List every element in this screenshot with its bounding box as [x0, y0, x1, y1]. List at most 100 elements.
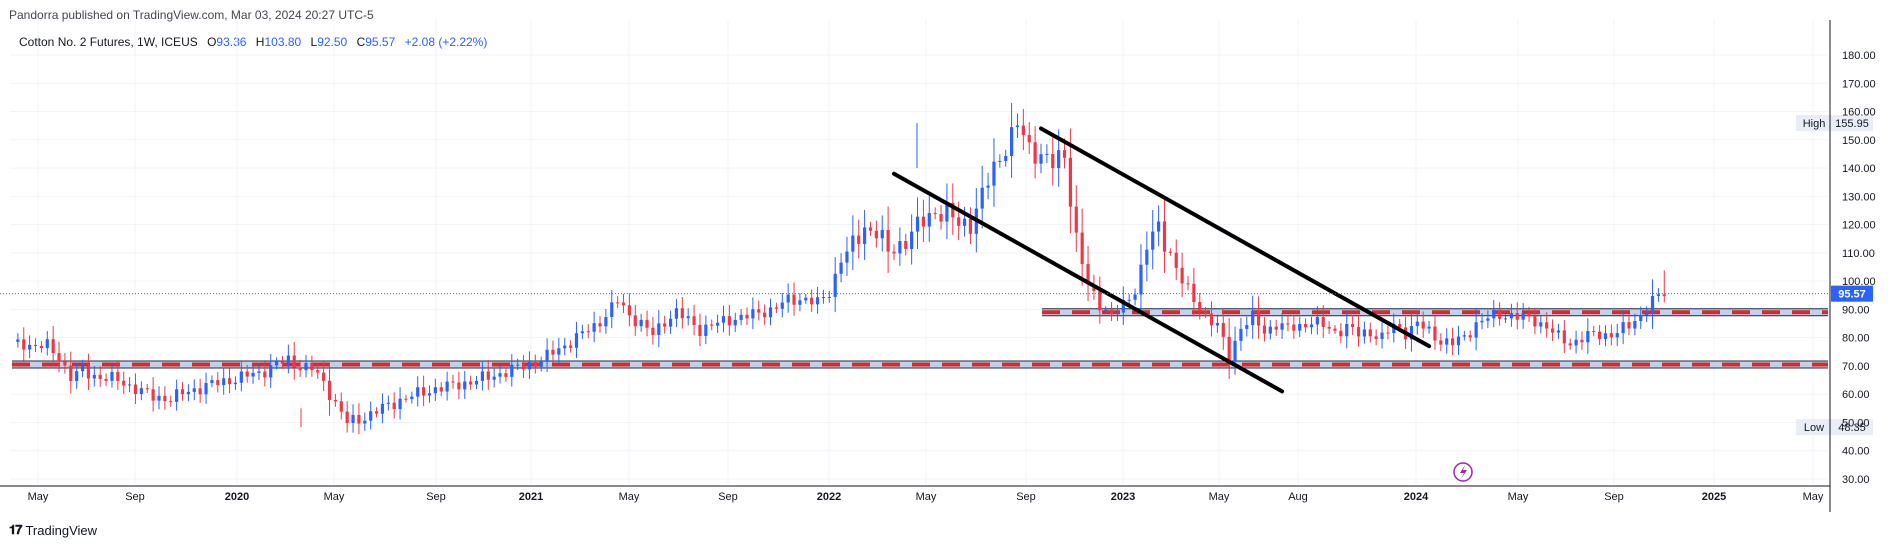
- candle-body: [122, 380, 126, 386]
- open-value: 93.36: [216, 35, 247, 49]
- candle-body: [868, 227, 873, 231]
- brand-name: TradingView: [25, 522, 98, 538]
- trendlines[interactable]: [892, 126, 1432, 394]
- candle-body: [1662, 294, 1666, 297]
- candle-body: [733, 319, 737, 326]
- candle-body: [1539, 322, 1543, 327]
- candle-body: [998, 160, 1002, 162]
- candle-body: [98, 374, 102, 379]
- candle-body: [1562, 330, 1566, 344]
- low-value: 48.35: [1838, 422, 1866, 434]
- x-tick-label: Aug: [1288, 491, 1308, 503]
- candle-body: [1010, 127, 1014, 156]
- candle-body: [798, 300, 802, 305]
- y-tick-label: 30.00: [1842, 474, 1870, 486]
- candle-body: [227, 378, 232, 385]
- candle-body: [1151, 231, 1155, 250]
- candle-body: [1168, 251, 1172, 253]
- x-tick-label: 2022: [817, 491, 841, 503]
- candle-body: [1592, 331, 1596, 333]
- candle-body: [1656, 294, 1660, 297]
- candle-body: [563, 345, 567, 349]
- candle-body: [851, 235, 855, 252]
- candle-body: [927, 213, 931, 227]
- candle-body: [1398, 323, 1402, 328]
- axes: 180.00 170.00 160.00 150.00 140.00 130.00 120.…: [0, 20, 1876, 512]
- candle-body: [569, 345, 573, 348]
- candle-body: [739, 314, 743, 320]
- candle-body: [1568, 343, 1572, 346]
- x-tick-label: May: [324, 491, 345, 503]
- candle-body: [616, 302, 620, 304]
- candle-body: [1221, 323, 1225, 337]
- candle-body: [116, 371, 120, 381]
- candle-body: [1233, 340, 1237, 362]
- high-label-bg: [1796, 114, 1832, 131]
- candle-body: [1586, 331, 1590, 343]
- candle-body: [1045, 153, 1049, 155]
- candle-body: [645, 319, 649, 328]
- y-tick-label: 170.00: [1842, 78, 1876, 90]
- candle-body: [57, 353, 61, 362]
- high-value-bg: [1831, 114, 1873, 131]
- candle-body: [939, 214, 943, 222]
- candle-body: [1256, 310, 1261, 326]
- candle-body: [157, 395, 161, 401]
- candle-body: [857, 235, 861, 244]
- candle-body: [380, 403, 385, 414]
- candle-body: [992, 161, 996, 186]
- tradingview-logo[interactable]: 𝟏𝟕 TradingView: [9, 522, 97, 538]
- y-tick-label: 110.00: [1842, 248, 1875, 260]
- candle-body: [1274, 326, 1278, 330]
- candle-body: [1057, 150, 1061, 169]
- candle-body: [1068, 157, 1072, 207]
- candle-body: [1386, 332, 1390, 334]
- candle-body: [810, 297, 814, 305]
- y-tick-label: 90.00: [1842, 304, 1870, 316]
- candle-body: [1451, 338, 1455, 346]
- candle-body: [351, 414, 355, 424]
- candle-body: [1527, 312, 1531, 317]
- candle-body: [216, 380, 220, 386]
- candle-body: [880, 229, 884, 239]
- candle-body: [410, 396, 414, 400]
- candle-body: [1021, 125, 1025, 136]
- candle-body: [574, 333, 579, 348]
- candle-body: [86, 366, 91, 379]
- event-icon[interactable]: [1453, 462, 1473, 482]
- candle-body: [539, 361, 543, 367]
- candle-body: [1162, 221, 1167, 252]
- candle-body: [698, 324, 702, 336]
- low-value: 92.50: [317, 35, 348, 49]
- y-tick-label: 150.00: [1842, 135, 1876, 147]
- candle-body: [745, 314, 749, 319]
- candle-body: [1315, 317, 1319, 325]
- candle-body: [774, 307, 778, 309]
- candle-body: [1074, 206, 1078, 233]
- candle-body: [222, 378, 226, 386]
- candle-body: [292, 355, 296, 368]
- candle-body: [486, 371, 490, 380]
- candle-body: [63, 361, 67, 366]
- candle-body: [386, 402, 390, 404]
- symbol-name[interactable]: Cotton No. 2 Futures, 1W, ICEUS: [19, 35, 198, 49]
- published-line: Pandorra published on TradingView.com, M…: [9, 8, 374, 22]
- candle-body: [1609, 333, 1613, 338]
- candle-body: [1304, 323, 1308, 328]
- candle-body: [910, 231, 914, 249]
- candle-body: [551, 349, 555, 355]
- candle-body: [310, 363, 314, 371]
- candle-body: [1339, 330, 1343, 337]
- candle-body: [986, 185, 990, 188]
- candle-body: [1145, 249, 1149, 265]
- candle-body: [175, 389, 179, 402]
- candle-body: [1556, 330, 1561, 333]
- candle-body: [169, 401, 173, 403]
- candle-body: [1039, 154, 1043, 164]
- candle-body: [892, 251, 896, 254]
- candle-body: [1180, 267, 1184, 284]
- candle-body: [1292, 324, 1296, 331]
- candle-body: [404, 398, 408, 400]
- candle-body: [1615, 333, 1619, 338]
